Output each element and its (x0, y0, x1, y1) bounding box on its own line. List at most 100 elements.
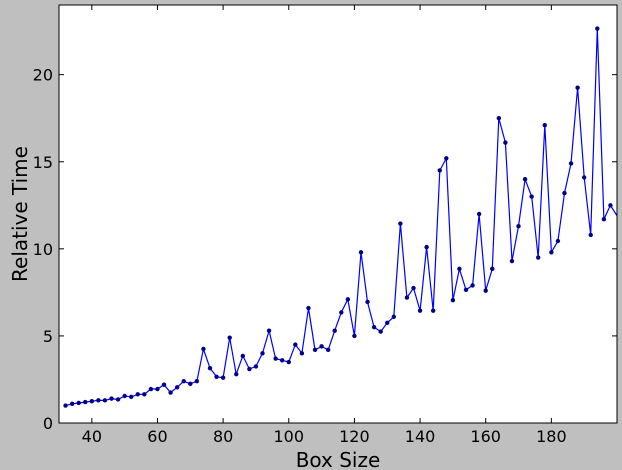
y-tick-label: 0 (43, 414, 53, 433)
data-point (89, 399, 95, 404)
data-point (253, 364, 259, 369)
data-point (69, 401, 75, 407)
x-tick-label: 60 (147, 427, 167, 446)
data-point (286, 359, 291, 365)
data-point (391, 314, 396, 319)
data-point (516, 223, 521, 229)
data-point (63, 403, 68, 408)
data-point (490, 266, 495, 272)
data-point (312, 347, 318, 353)
data-point (306, 305, 311, 311)
data-point (325, 347, 331, 353)
data-point (555, 238, 561, 244)
data-point (266, 328, 272, 333)
data-point (398, 221, 403, 226)
data-point (476, 211, 482, 217)
data-point (601, 217, 607, 222)
data-point (148, 386, 154, 392)
data-point (608, 203, 613, 208)
data-point (417, 308, 423, 313)
data-point (299, 351, 305, 356)
data-point (273, 356, 278, 361)
data-point (96, 398, 101, 403)
data-point (339, 310, 344, 315)
data-point (161, 382, 167, 387)
x-tick-label: 140 (405, 427, 436, 446)
y-axis-label: Relative Time (8, 146, 32, 282)
data-point (188, 381, 193, 387)
data-point (358, 250, 364, 255)
data-point (457, 266, 462, 272)
x-tick-label: 100 (273, 427, 304, 446)
x-tick-label: 80 (213, 427, 233, 446)
data-point (247, 366, 252, 372)
data-point (378, 329, 383, 334)
data-point (568, 161, 574, 166)
data-point (280, 358, 285, 363)
data-point (509, 258, 515, 264)
data-point (109, 396, 114, 401)
data-point (549, 250, 554, 255)
data-point (424, 244, 429, 250)
data-point (581, 175, 587, 180)
data-point (181, 379, 186, 384)
y-tick-label: 15 (33, 153, 53, 172)
data-point (135, 392, 140, 397)
data-point (595, 26, 600, 31)
x-tick-label: 40 (82, 427, 102, 446)
data-point (450, 298, 456, 303)
data-point (207, 365, 213, 371)
data-point (542, 122, 547, 128)
data-point (115, 397, 121, 402)
data-point (220, 375, 226, 380)
data-point (437, 168, 442, 173)
data-point (365, 299, 370, 305)
data-point (234, 372, 239, 377)
data-point (411, 285, 416, 291)
data-point (483, 288, 488, 293)
x-axis-label: Box Size (296, 448, 381, 470)
data-point (496, 116, 502, 121)
data-point (588, 232, 593, 238)
data-point (536, 255, 541, 260)
y-tick-label: 5 (43, 327, 53, 346)
data-point (168, 390, 173, 395)
data-point (332, 328, 337, 333)
data-point (404, 295, 410, 300)
x-tick-label: 180 (536, 427, 567, 446)
data-point (575, 85, 580, 90)
data-point (319, 344, 324, 349)
data-point (83, 399, 88, 405)
data-point (76, 400, 81, 406)
data-point (385, 320, 390, 326)
data-point (102, 398, 108, 403)
data-point (430, 308, 436, 313)
data-point (214, 374, 219, 380)
data-point (174, 385, 180, 390)
data-point (129, 394, 134, 400)
data-point (227, 335, 232, 340)
data-point (293, 342, 298, 347)
data-point (122, 393, 127, 399)
data-point (522, 176, 528, 182)
plot-area (59, 5, 617, 423)
data-point (503, 140, 508, 145)
data-point (470, 283, 475, 288)
data-point (260, 351, 265, 356)
data-point (444, 156, 449, 161)
data-point (562, 190, 567, 196)
y-tick-label: 20 (33, 66, 53, 85)
data-point (194, 379, 200, 384)
data-point (201, 346, 206, 352)
data-point (371, 325, 377, 330)
data-point (240, 353, 246, 359)
data-point (345, 297, 351, 302)
data-point (142, 392, 147, 397)
data-point (463, 287, 469, 292)
data-point (529, 194, 534, 199)
x-tick-label: 160 (470, 427, 501, 446)
y-tick-label: 10 (33, 240, 53, 259)
axes-frame (58, 4, 618, 424)
